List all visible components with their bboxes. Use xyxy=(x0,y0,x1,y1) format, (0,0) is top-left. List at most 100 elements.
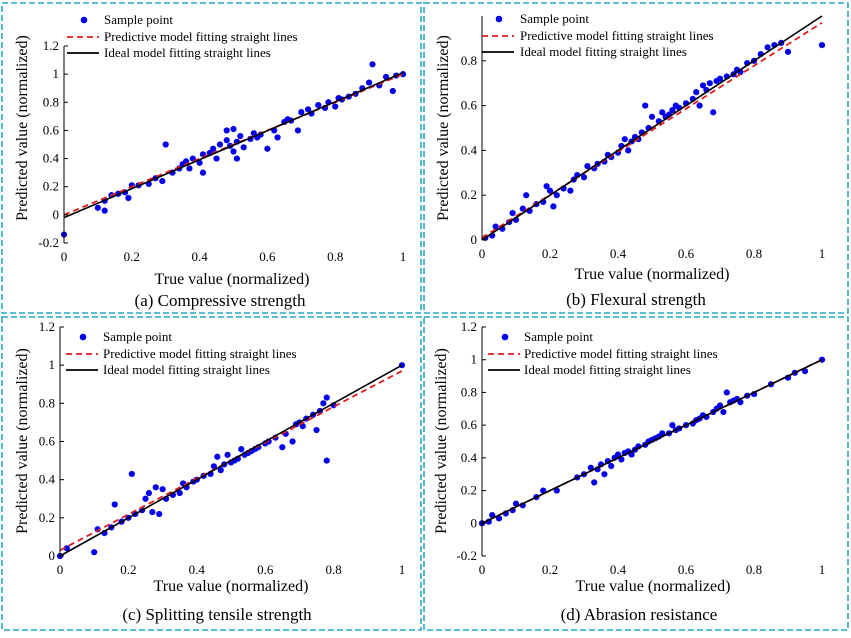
panel-a-sample-point-37 xyxy=(250,130,257,137)
panel-d-xtick-label-0: 0 xyxy=(479,562,486,577)
panel-b-sample-point-51 xyxy=(706,80,713,87)
panel-b-sample-point-62 xyxy=(764,44,771,51)
panel-d-ytick-label-1: 0 xyxy=(471,515,478,530)
panel-d-sample-point-19 xyxy=(608,462,615,470)
panel-b-sample-point-2 xyxy=(492,223,499,230)
panel-b-sample-point-39 xyxy=(659,109,666,116)
panel-c-axes: 0 0.2 0.4 0.6 0.8 1 1.2 0 0.2 0.4 0.6 0.8 1 xyxy=(39,319,406,577)
panel-d-sample-point-3 xyxy=(495,515,503,522)
panel-a-sample-point-48 xyxy=(304,106,312,113)
panel-c-ytick-label-0: 0 xyxy=(49,548,56,563)
panel-c-sample-point-46 xyxy=(289,438,296,445)
panel-a-axes: -0.200.20.40.60.811.20 0.2 0.4 0.6 0.8 1 xyxy=(38,38,406,264)
panel-c-sample-point-52 xyxy=(313,426,320,434)
panel-c-legend: Sample point Predictive model fitting st… xyxy=(66,329,297,377)
panel-a-ideal-line xyxy=(63,72,404,219)
panel-c-ytick-label-5: 1 xyxy=(49,357,56,372)
panel-d-sample-point-58 xyxy=(801,368,809,375)
panel-d-xlabel: True value (normalized) xyxy=(576,578,731,595)
legend-a-sample-label: Sample point xyxy=(104,12,173,27)
panel-c-sample-point-28 xyxy=(214,453,221,460)
panel-a-ytick-label-1: 0 xyxy=(53,207,60,222)
panel-c-marks xyxy=(56,362,406,560)
panel-c-sample-point-44 xyxy=(279,444,286,451)
panel-a-sample-point-27 xyxy=(223,137,230,144)
panel-a-legend: Sample point Predictive model fitting st… xyxy=(67,12,298,60)
panel-c-ytick-label-6: 1.2 xyxy=(39,319,55,334)
panel-c-sample-point-20 xyxy=(176,489,183,497)
panel-b-sample-point-20 xyxy=(580,174,588,181)
panel-d-sample-point-17 xyxy=(601,471,608,478)
panel-a-ylabel: Predicted value (normalized) xyxy=(14,35,31,221)
panel-c-sample-point-6 xyxy=(111,501,118,508)
panel-a-sample-point-32 xyxy=(233,155,240,162)
legend-a-sample-marker xyxy=(80,16,88,24)
panel-a-sample-point-1 xyxy=(94,204,101,211)
panel-c-sample-point-15 xyxy=(152,484,159,491)
panel-d-ytick-label-4: 0.6 xyxy=(461,417,478,432)
panel-c-sample-point-9 xyxy=(128,470,135,478)
panel-c-sample-point-16 xyxy=(156,510,163,518)
panel-a-ytick-label-4: 0.6 xyxy=(43,122,60,137)
panel-c-sample-point-2 xyxy=(91,549,98,556)
panel-b-sample-point-42 xyxy=(669,106,676,114)
panel-a-ytick-label-6: 1 xyxy=(53,66,60,81)
panel-c-ytick-label-1: 0.2 xyxy=(39,510,55,525)
panel-a-sample-point-21 xyxy=(199,169,207,176)
panel-b-ytick-label-1: 0.2 xyxy=(461,187,477,202)
panel-a-sample-point-40 xyxy=(264,145,271,152)
chart-panel-a: -0.200.20.40.60.811.20 0.2 0.4 0.6 0.8 1 True… xyxy=(14,12,406,310)
panel-a-sample-point-59 xyxy=(366,79,373,86)
legend-c-sample-label: Sample point xyxy=(103,329,172,344)
panel-d-sample-point-35 xyxy=(669,422,676,429)
panel-a-ytick-label-0: -0.2 xyxy=(38,235,59,250)
panel-c-xtick-label-5: 1 xyxy=(399,562,406,577)
panel-b-sample-point-8 xyxy=(523,192,530,199)
panel-c-sample-point-13 xyxy=(145,489,153,497)
panel-c-title: (c) Splitting tensile strength xyxy=(122,605,312,624)
panel-b-sample-point-66 xyxy=(818,42,826,49)
panel-b-ytick-label-3: 0.6 xyxy=(461,98,478,113)
legend-b-sample-label: Sample point xyxy=(520,11,589,26)
panel-b-ytick-label-4: 0.8 xyxy=(461,53,477,68)
panel-a-sample-point-60 xyxy=(369,61,376,68)
panel-d-sample-point-14 xyxy=(591,479,598,486)
panel-d-sample-point-47 xyxy=(720,408,727,416)
panel-border-c xyxy=(1,316,422,631)
panel-b-sample-point-15 xyxy=(553,192,560,199)
panel-c-sample-point-54 xyxy=(320,400,327,407)
panel-d-ytick-label-6: 1 xyxy=(471,352,478,367)
panel-b-xtick-label-2: 0.4 xyxy=(610,246,627,261)
panel-b-marks xyxy=(481,15,826,241)
panel-c-xtick-label-4: 0.8 xyxy=(325,562,341,577)
chart-panel-d: -0.200.20.40.60.811.20 0.2 0.4 0.6 0.8 1 True… xyxy=(433,319,825,624)
panel-border-d xyxy=(423,316,849,631)
panel-a-sample-point-42 xyxy=(274,134,281,141)
panel-a-sample-point-47 xyxy=(298,109,305,116)
legend-b-ideal-label: Ideal model fitting straight lines xyxy=(520,44,687,59)
panel-a-xlabel: True value (normalized) xyxy=(155,271,310,288)
legend-d-ideal-label: Ideal model fitting straight lines xyxy=(524,362,691,377)
panel-a-ytick-label-7: 1.2 xyxy=(43,38,59,53)
panel-d-ylabel: Predicted value (normalized) xyxy=(433,348,450,534)
panel-d-xtick-label-4: 0.8 xyxy=(746,562,762,577)
panel-d-legend: Sample point Predictive model fitting st… xyxy=(488,329,718,377)
panel-d-sample-point-48 xyxy=(723,389,730,396)
panel-c-sample-point-56 xyxy=(323,457,330,464)
panel-b-sample-point-30 xyxy=(625,147,632,154)
panel-c-sample-point-35 xyxy=(238,446,245,453)
panel-a-sample-point-53 xyxy=(332,103,339,110)
panel-d-xtick-label-5: 1 xyxy=(819,562,826,577)
panel-a-sample-point-28 xyxy=(223,127,230,134)
panel-a-sample-point-63 xyxy=(389,87,396,95)
panel-b-sample-point-5 xyxy=(509,210,516,217)
panel-b-xtick-label-0: 0 xyxy=(479,246,486,261)
panel-b-ylabel: Predicted value (normalized) xyxy=(435,35,452,221)
panel-d-xtick-label-2: 0.4 xyxy=(610,562,627,577)
panel-c-ytick-label-4: 0.8 xyxy=(39,395,55,410)
panel-b-sample-point-52 xyxy=(710,109,717,116)
panel-d-sample-point-6 xyxy=(512,500,520,507)
panel-c-sample-point-17 xyxy=(159,486,166,493)
panel-c-sample-point-55 xyxy=(323,394,330,401)
panel-b-sample-point-37 xyxy=(648,113,656,120)
